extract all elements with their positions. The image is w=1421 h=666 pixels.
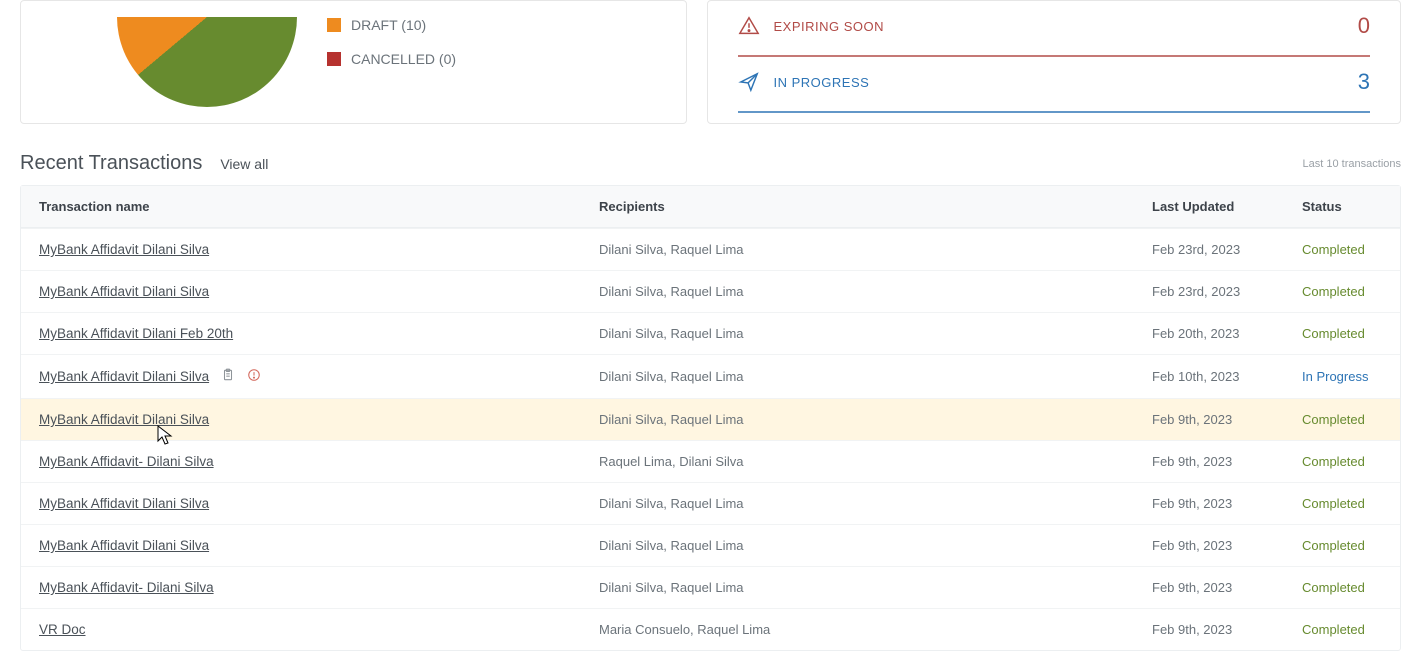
table-row[interactable]: MyBank Affidavit Dilani Feb 20th Dilani S… bbox=[21, 312, 1400, 354]
status-cell: Completed bbox=[1302, 622, 1382, 637]
legend-swatch bbox=[327, 18, 341, 32]
transactions-table: Transaction name Recipients Last Updated… bbox=[20, 185, 1401, 651]
updated-cell: Feb 9th, 2023 bbox=[1152, 412, 1302, 427]
status-row[interactable]: IN PROGRESS 3 bbox=[738, 57, 1371, 107]
recipients-cell: Dilani Silva, Raquel Lima bbox=[599, 369, 1152, 384]
updated-cell: Feb 23rd, 2023 bbox=[1152, 284, 1302, 299]
table-row[interactable]: MyBank Affidavit- Dilani Silva Dilani Sil… bbox=[21, 566, 1400, 608]
pie-slices bbox=[117, 17, 297, 107]
transactions-header: Recent Transactions View all Last 10 tra… bbox=[0, 144, 1421, 185]
status-cell: In Progress bbox=[1302, 369, 1382, 384]
status-underline bbox=[738, 111, 1371, 113]
recipients-cell: Dilani Silva, Raquel Lima bbox=[599, 326, 1152, 341]
table-row[interactable]: MyBank Affidavit Dilani Silva Dilani Silv… bbox=[21, 398, 1400, 440]
status-count: 0 bbox=[1358, 13, 1370, 39]
status-cell: Completed bbox=[1302, 496, 1382, 511]
recipients-cell: Dilani Silva, Raquel Lima bbox=[599, 242, 1152, 257]
legend-label: CANCELLED (0) bbox=[351, 51, 456, 67]
status-left: IN PROGRESS bbox=[738, 71, 870, 93]
name-cell: MyBank Affidavit- Dilani Silva bbox=[39, 580, 599, 595]
legend-item[interactable]: CANCELLED (0) bbox=[327, 51, 456, 67]
table-row[interactable]: MyBank Affidavit Dilani Silva Dilani Silv… bbox=[21, 482, 1400, 524]
status-cell: Completed bbox=[1302, 580, 1382, 595]
transaction-link[interactable]: MyBank Affidavit- Dilani Silva bbox=[39, 454, 214, 469]
legend-swatch bbox=[327, 52, 341, 66]
transaction-link[interactable]: MyBank Affidavit Dilani Silva bbox=[39, 242, 209, 257]
name-cell: MyBank Affidavit Dilani Silva bbox=[39, 496, 599, 511]
col-last-updated: Last Updated bbox=[1152, 199, 1302, 214]
col-transaction-name: Transaction name bbox=[39, 199, 599, 214]
updated-cell: Feb 10th, 2023 bbox=[1152, 369, 1302, 384]
transaction-link[interactable]: MyBank Affidavit Dilani Silva bbox=[39, 538, 209, 553]
status-count: 3 bbox=[1358, 69, 1370, 95]
updated-cell: Feb 20th, 2023 bbox=[1152, 326, 1302, 341]
pie-chart bbox=[117, 17, 297, 107]
name-cell: MyBank Affidavit Dilani Silva bbox=[39, 368, 599, 385]
status-summary-card: EXPIRING SOON 0 IN PROGRESS 3 bbox=[707, 0, 1402, 124]
table-row[interactable]: MyBank Affidavit Dilani Silva Dilani Silv… bbox=[21, 354, 1400, 398]
table-row[interactable]: MyBank Affidavit Dilani Silva Dilani Silv… bbox=[21, 228, 1400, 270]
view-all-link[interactable]: View all bbox=[220, 156, 268, 172]
status-cell: Completed bbox=[1302, 454, 1382, 469]
transaction-link[interactable]: VR Doc bbox=[39, 622, 86, 637]
name-cell: MyBank Affidavit- Dilani Silva bbox=[39, 454, 599, 469]
summary-chart-card: DRAFT (10) CANCELLED (0) bbox=[20, 0, 687, 124]
clipboard-icon[interactable] bbox=[221, 368, 235, 385]
status-label: EXPIRING SOON bbox=[774, 19, 885, 34]
recipients-cell: Dilani Silva, Raquel Lima bbox=[599, 284, 1152, 299]
updated-cell: Feb 9th, 2023 bbox=[1152, 538, 1302, 553]
name-cell: MyBank Affidavit Dilani Silva bbox=[39, 412, 599, 427]
updated-cell: Feb 9th, 2023 bbox=[1152, 454, 1302, 469]
status-label: IN PROGRESS bbox=[774, 75, 870, 90]
table-body: MyBank Affidavit Dilani Silva Dilani Silv… bbox=[21, 228, 1400, 650]
updated-cell: Feb 23rd, 2023 bbox=[1152, 242, 1302, 257]
top-cards: DRAFT (10) CANCELLED (0) EXPIRING SOON 0 IN… bbox=[0, 0, 1421, 144]
status-cell: Completed bbox=[1302, 326, 1382, 341]
updated-cell: Feb 9th, 2023 bbox=[1152, 622, 1302, 637]
table-row[interactable]: MyBank Affidavit Dilani Silva Dilani Silv… bbox=[21, 524, 1400, 566]
name-cell: MyBank Affidavit Dilani Silva bbox=[39, 538, 599, 553]
transaction-link[interactable]: MyBank Affidavit Dilani Feb 20th bbox=[39, 326, 233, 341]
recipients-cell: Maria Consuelo, Raquel Lima bbox=[599, 622, 1152, 637]
status-cell: Completed bbox=[1302, 284, 1382, 299]
table-row[interactable]: MyBank Affidavit- Dilani Silva Raquel Lim… bbox=[21, 440, 1400, 482]
recipients-cell: Raquel Lima, Dilani Silva bbox=[599, 454, 1152, 469]
recipients-cell: Dilani Silva, Raquel Lima bbox=[599, 538, 1152, 553]
status-left: EXPIRING SOON bbox=[738, 15, 885, 37]
status-underline bbox=[738, 55, 1371, 57]
alert-icon[interactable] bbox=[247, 368, 261, 385]
warning-icon bbox=[738, 15, 760, 37]
status-cell: Completed bbox=[1302, 412, 1382, 427]
recipients-cell: Dilani Silva, Raquel Lima bbox=[599, 496, 1152, 511]
col-recipients: Recipients bbox=[599, 199, 1152, 214]
name-cell: MyBank Affidavit Dilani Silva bbox=[39, 242, 599, 257]
transactions-header-left: Recent Transactions View all bbox=[20, 152, 268, 175]
table-header-row: Transaction name Recipients Last Updated… bbox=[21, 186, 1400, 228]
transaction-link[interactable]: MyBank Affidavit Dilani Silva bbox=[39, 412, 209, 427]
name-cell: MyBank Affidavit Dilani Feb 20th bbox=[39, 326, 599, 341]
recipients-cell: Dilani Silva, Raquel Lima bbox=[599, 412, 1152, 427]
legend-item[interactable]: DRAFT (10) bbox=[327, 17, 456, 33]
updated-cell: Feb 9th, 2023 bbox=[1152, 580, 1302, 595]
transaction-link[interactable]: MyBank Affidavit Dilani Silva bbox=[39, 284, 209, 299]
table-row[interactable]: MyBank Affidavit Dilani Silva Dilani Silv… bbox=[21, 270, 1400, 312]
transaction-link[interactable]: MyBank Affidavit Dilani Silva bbox=[39, 496, 209, 511]
transactions-hint: Last 10 transactions bbox=[1303, 158, 1401, 170]
send-icon bbox=[738, 71, 760, 93]
recipients-cell: Dilani Silva, Raquel Lima bbox=[599, 580, 1152, 595]
table-row[interactable]: VR Doc Maria Consuelo, Raquel LimaFeb 9th… bbox=[21, 608, 1400, 650]
transactions-title: Recent Transactions bbox=[20, 152, 202, 175]
updated-cell: Feb 9th, 2023 bbox=[1152, 496, 1302, 511]
legend-label: DRAFT (10) bbox=[351, 17, 426, 33]
status-cell: Completed bbox=[1302, 242, 1382, 257]
status-row[interactable]: EXPIRING SOON 0 bbox=[738, 1, 1371, 51]
transaction-link[interactable]: MyBank Affidavit- Dilani Silva bbox=[39, 580, 214, 595]
col-status: Status bbox=[1302, 199, 1382, 214]
name-cell: MyBank Affidavit Dilani Silva bbox=[39, 284, 599, 299]
transaction-link[interactable]: MyBank Affidavit Dilani Silva bbox=[39, 369, 209, 384]
chart-legend: DRAFT (10) CANCELLED (0) bbox=[327, 17, 456, 85]
name-cell: VR Doc bbox=[39, 622, 599, 637]
status-cell: Completed bbox=[1302, 538, 1382, 553]
